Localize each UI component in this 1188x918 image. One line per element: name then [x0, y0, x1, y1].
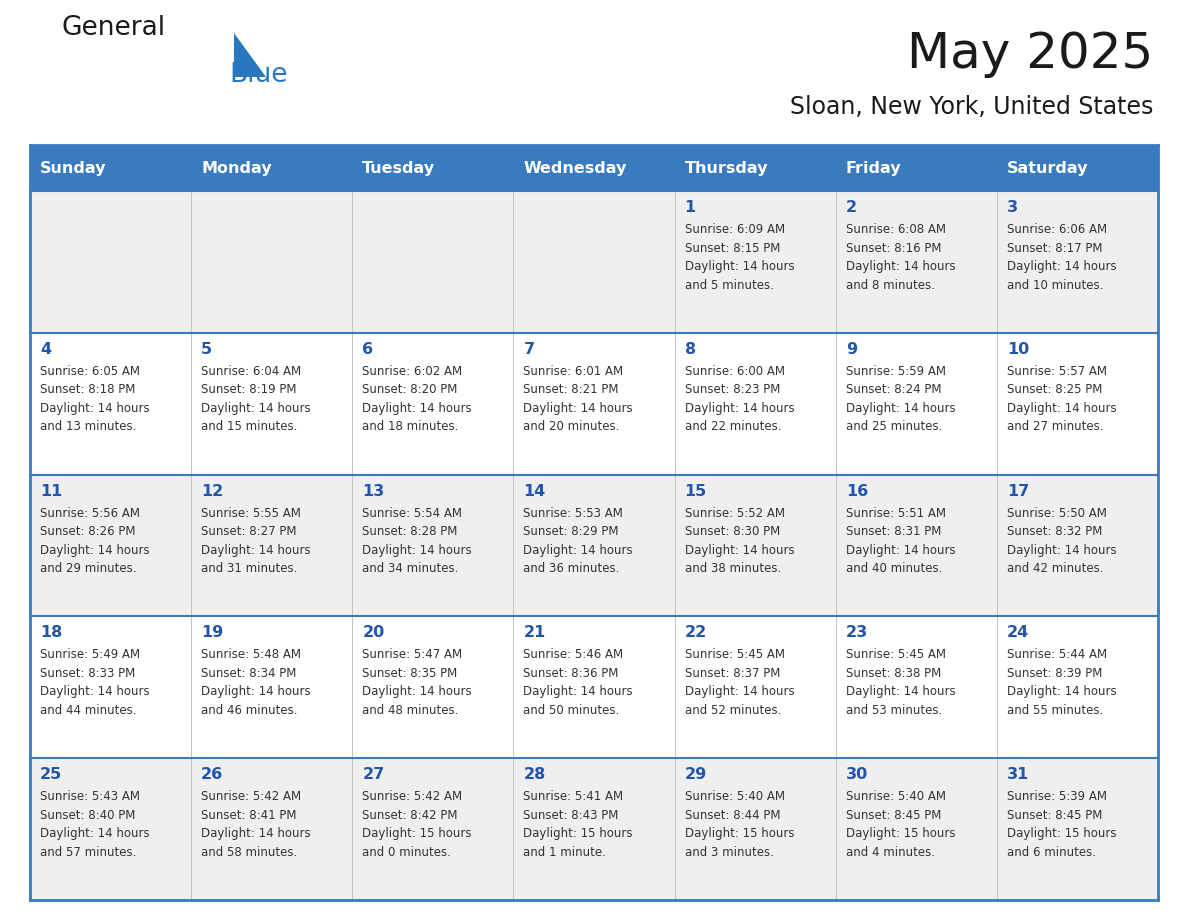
Text: 16: 16 — [846, 484, 868, 498]
Text: 13: 13 — [362, 484, 385, 498]
Text: 31: 31 — [1007, 767, 1029, 782]
Text: Sunrise: 5:43 AM
Sunset: 8:40 PM
Daylight: 14 hours
and 57 minutes.: Sunrise: 5:43 AM Sunset: 8:40 PM Dayligh… — [40, 790, 150, 858]
Text: 29: 29 — [684, 767, 707, 782]
Text: 14: 14 — [524, 484, 545, 498]
Text: Sunrise: 5:52 AM
Sunset: 8:30 PM
Daylight: 14 hours
and 38 minutes.: Sunrise: 5:52 AM Sunset: 8:30 PM Dayligh… — [684, 507, 795, 575]
Text: Sunrise: 5:45 AM
Sunset: 8:38 PM
Daylight: 14 hours
and 53 minutes.: Sunrise: 5:45 AM Sunset: 8:38 PM Dayligh… — [846, 648, 955, 717]
Text: 30: 30 — [846, 767, 868, 782]
Text: 21: 21 — [524, 625, 545, 641]
Text: Sunrise: 6:09 AM
Sunset: 8:15 PM
Daylight: 14 hours
and 5 minutes.: Sunrise: 6:09 AM Sunset: 8:15 PM Dayligh… — [684, 223, 795, 292]
Text: 12: 12 — [201, 484, 223, 498]
Text: Sunrise: 5:44 AM
Sunset: 8:39 PM
Daylight: 14 hours
and 55 minutes.: Sunrise: 5:44 AM Sunset: 8:39 PM Dayligh… — [1007, 648, 1117, 717]
Text: 19: 19 — [201, 625, 223, 641]
Text: Sunrise: 5:47 AM
Sunset: 8:35 PM
Daylight: 14 hours
and 48 minutes.: Sunrise: 5:47 AM Sunset: 8:35 PM Dayligh… — [362, 648, 472, 717]
Text: Sunrise: 5:56 AM
Sunset: 8:26 PM
Daylight: 14 hours
and 29 minutes.: Sunrise: 5:56 AM Sunset: 8:26 PM Dayligh… — [40, 507, 150, 575]
Text: Thursday: Thursday — [684, 161, 769, 175]
Text: Sunday: Sunday — [40, 161, 107, 175]
Text: Sunrise: 5:45 AM
Sunset: 8:37 PM
Daylight: 14 hours
and 52 minutes.: Sunrise: 5:45 AM Sunset: 8:37 PM Dayligh… — [684, 648, 795, 717]
Text: 9: 9 — [846, 341, 857, 357]
Text: Sunrise: 5:53 AM
Sunset: 8:29 PM
Daylight: 14 hours
and 36 minutes.: Sunrise: 5:53 AM Sunset: 8:29 PM Dayligh… — [524, 507, 633, 575]
Text: 3: 3 — [1007, 200, 1018, 215]
Text: 27: 27 — [362, 767, 385, 782]
Text: Sloan, New York, United States: Sloan, New York, United States — [790, 95, 1154, 119]
Bar — [353, 145, 513, 191]
Text: Sunrise: 5:48 AM
Sunset: 8:34 PM
Daylight: 14 hours
and 46 minutes.: Sunrise: 5:48 AM Sunset: 8:34 PM Dayligh… — [201, 648, 311, 717]
Text: Sunrise: 6:00 AM
Sunset: 8:23 PM
Daylight: 14 hours
and 22 minutes.: Sunrise: 6:00 AM Sunset: 8:23 PM Dayligh… — [684, 364, 795, 433]
Text: 22: 22 — [684, 625, 707, 641]
Text: Saturday: Saturday — [1007, 161, 1088, 175]
Bar — [513, 145, 675, 191]
Text: Sunrise: 5:59 AM
Sunset: 8:24 PM
Daylight: 14 hours
and 25 minutes.: Sunrise: 5:59 AM Sunset: 8:24 PM Dayligh… — [846, 364, 955, 433]
Bar — [30, 145, 191, 191]
Bar — [30, 758, 1158, 900]
Text: Sunrise: 5:50 AM
Sunset: 8:32 PM
Daylight: 14 hours
and 42 minutes.: Sunrise: 5:50 AM Sunset: 8:32 PM Dayligh… — [1007, 507, 1117, 575]
Text: Sunrise: 6:01 AM
Sunset: 8:21 PM
Daylight: 14 hours
and 20 minutes.: Sunrise: 6:01 AM Sunset: 8:21 PM Dayligh… — [524, 364, 633, 433]
Text: Sunrise: 6:05 AM
Sunset: 8:18 PM
Daylight: 14 hours
and 13 minutes.: Sunrise: 6:05 AM Sunset: 8:18 PM Dayligh… — [40, 364, 150, 433]
Text: Sunrise: 6:08 AM
Sunset: 8:16 PM
Daylight: 14 hours
and 8 minutes.: Sunrise: 6:08 AM Sunset: 8:16 PM Dayligh… — [846, 223, 955, 292]
Bar — [30, 333, 1158, 475]
Text: 23: 23 — [846, 625, 868, 641]
Text: 7: 7 — [524, 341, 535, 357]
Text: Sunrise: 5:51 AM
Sunset: 8:31 PM
Daylight: 14 hours
and 40 minutes.: Sunrise: 5:51 AM Sunset: 8:31 PM Dayligh… — [846, 507, 955, 575]
Text: 28: 28 — [524, 767, 545, 782]
Text: 17: 17 — [1007, 484, 1029, 498]
Bar — [191, 145, 353, 191]
Text: 18: 18 — [40, 625, 62, 641]
Text: May 2025: May 2025 — [906, 30, 1154, 78]
Text: Sunrise: 6:04 AM
Sunset: 8:19 PM
Daylight: 14 hours
and 15 minutes.: Sunrise: 6:04 AM Sunset: 8:19 PM Dayligh… — [201, 364, 311, 433]
Text: General: General — [62, 15, 166, 41]
Text: Sunrise: 6:02 AM
Sunset: 8:20 PM
Daylight: 14 hours
and 18 minutes.: Sunrise: 6:02 AM Sunset: 8:20 PM Dayligh… — [362, 364, 472, 433]
Text: 24: 24 — [1007, 625, 1029, 641]
Text: Sunrise: 5:40 AM
Sunset: 8:45 PM
Daylight: 15 hours
and 4 minutes.: Sunrise: 5:40 AM Sunset: 8:45 PM Dayligh… — [846, 790, 955, 858]
Text: Sunrise: 5:55 AM
Sunset: 8:27 PM
Daylight: 14 hours
and 31 minutes.: Sunrise: 5:55 AM Sunset: 8:27 PM Dayligh… — [201, 507, 311, 575]
Bar — [997, 145, 1158, 191]
Text: 20: 20 — [362, 625, 385, 641]
Text: Wednesday: Wednesday — [524, 161, 627, 175]
Text: 10: 10 — [1007, 341, 1029, 357]
Text: Sunrise: 5:57 AM
Sunset: 8:25 PM
Daylight: 14 hours
and 27 minutes.: Sunrise: 5:57 AM Sunset: 8:25 PM Dayligh… — [1007, 364, 1117, 433]
Text: 11: 11 — [40, 484, 62, 498]
Text: Sunrise: 6:06 AM
Sunset: 8:17 PM
Daylight: 14 hours
and 10 minutes.: Sunrise: 6:06 AM Sunset: 8:17 PM Dayligh… — [1007, 223, 1117, 292]
Text: Blue: Blue — [229, 62, 287, 88]
Text: Sunrise: 5:54 AM
Sunset: 8:28 PM
Daylight: 14 hours
and 34 minutes.: Sunrise: 5:54 AM Sunset: 8:28 PM Dayligh… — [362, 507, 472, 575]
Text: 4: 4 — [40, 341, 51, 357]
Text: Monday: Monday — [201, 161, 272, 175]
Text: Sunrise: 5:49 AM
Sunset: 8:33 PM
Daylight: 14 hours
and 44 minutes.: Sunrise: 5:49 AM Sunset: 8:33 PM Dayligh… — [40, 648, 150, 717]
Text: Sunrise: 5:40 AM
Sunset: 8:44 PM
Daylight: 15 hours
and 3 minutes.: Sunrise: 5:40 AM Sunset: 8:44 PM Dayligh… — [684, 790, 794, 858]
Text: 26: 26 — [201, 767, 223, 782]
Bar — [835, 145, 997, 191]
Text: 6: 6 — [362, 341, 373, 357]
Text: 5: 5 — [201, 341, 213, 357]
Text: 1: 1 — [684, 200, 696, 215]
Text: 15: 15 — [684, 484, 707, 498]
Text: Sunrise: 5:42 AM
Sunset: 8:42 PM
Daylight: 15 hours
and 0 minutes.: Sunrise: 5:42 AM Sunset: 8:42 PM Dayligh… — [362, 790, 472, 858]
Bar — [30, 475, 1158, 616]
Polygon shape — [234, 33, 266, 77]
Text: Sunrise: 5:41 AM
Sunset: 8:43 PM
Daylight: 15 hours
and 1 minute.: Sunrise: 5:41 AM Sunset: 8:43 PM Dayligh… — [524, 790, 633, 858]
Text: Tuesday: Tuesday — [362, 161, 436, 175]
Text: Sunrise: 5:46 AM
Sunset: 8:36 PM
Daylight: 14 hours
and 50 minutes.: Sunrise: 5:46 AM Sunset: 8:36 PM Dayligh… — [524, 648, 633, 717]
Text: Sunrise: 5:42 AM
Sunset: 8:41 PM
Daylight: 14 hours
and 58 minutes.: Sunrise: 5:42 AM Sunset: 8:41 PM Dayligh… — [201, 790, 311, 858]
Text: 2: 2 — [846, 200, 857, 215]
Text: 8: 8 — [684, 341, 696, 357]
Bar — [30, 616, 1158, 758]
Bar — [675, 145, 835, 191]
Text: Sunrise: 5:39 AM
Sunset: 8:45 PM
Daylight: 15 hours
and 6 minutes.: Sunrise: 5:39 AM Sunset: 8:45 PM Dayligh… — [1007, 790, 1117, 858]
Text: 25: 25 — [40, 767, 62, 782]
Text: Friday: Friday — [846, 161, 902, 175]
Bar — [30, 191, 1158, 333]
